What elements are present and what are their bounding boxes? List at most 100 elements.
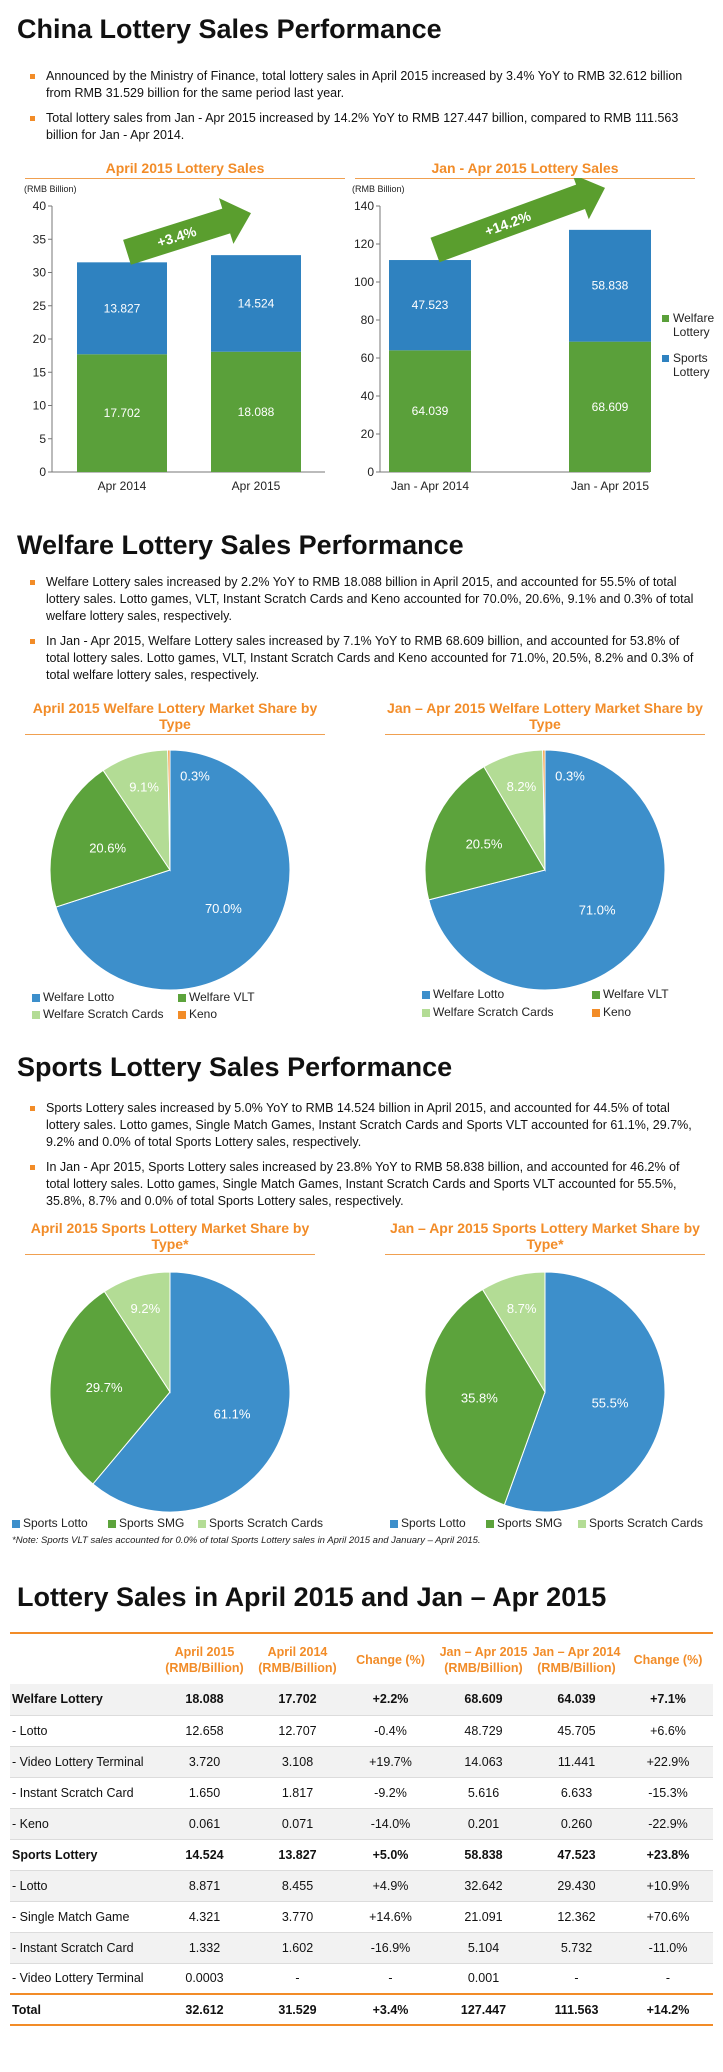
table-cell: -16.9% — [344, 1932, 437, 1964]
pie-data-label: 9.1% — [129, 780, 159, 795]
table-row: - Instant Scratch Card 1.332 1.602 -16.9% 5.… — [10, 1932, 713, 1964]
table-cell: - — [530, 1963, 623, 1995]
table-row: - Single Match Game 4.321 3.770 +14.6% 21.09… — [10, 1901, 713, 1933]
table-section-title: Lottery Sales in April 2015 and Jan – Ap… — [17, 1582, 607, 1612]
y-tick-label: 20 — [33, 332, 47, 346]
table-row: - Lotto 12.658 12.707 -0.4% 48.729 45.705 +6.6… — [10, 1715, 713, 1747]
pie-data-label: 0.3% — [180, 768, 210, 783]
pie-welfare-april: 70.0% 20.6% 9.1% 0.3% — [49, 749, 291, 991]
pie-data-label: 70.0% — [205, 901, 242, 916]
bullet-item: Announced by the Ministry of Finance, to… — [30, 68, 700, 102]
table-cell: 5.104 — [437, 1932, 530, 1964]
pie-title-sports-janapr: Jan – Apr 2015 Sports Lottery Market Sha… — [385, 1220, 705, 1255]
table-cell: 64.039 — [530, 1684, 623, 1716]
table-cell: 0.0003 — [158, 1963, 251, 1995]
x-tick-label: Apr 2014 — [98, 479, 147, 493]
table-cell: 12.658 — [158, 1715, 251, 1747]
table-row: - Lotto 8.871 8.455 +4.9% 32.642 29.430 +10.9% — [10, 1870, 713, 1902]
table-cell: 0.260 — [530, 1808, 623, 1840]
legend-item: Sports Scratch Cards — [578, 1516, 703, 1530]
table-cell: 3.108 — [251, 1746, 344, 1778]
table-row: - Video Lottery Terminal 0.0003- -0.001- - — [10, 1963, 713, 1995]
table-cell: +22.9% — [623, 1746, 713, 1778]
table-row: Total 32.612 31.529 +3.4% 127.447 111.563 +14.… — [10, 1993, 713, 2026]
pie-title-sports-april: April 2015 Sports Lottery Market Share b… — [25, 1220, 315, 1255]
pie-sports-april: 61.1% 29.7% 9.2% — [49, 1271, 291, 1513]
table-header-cell: April 2014 (RMB/Billion) — [251, 1632, 344, 1684]
table-cell: 4.321 — [158, 1901, 251, 1933]
y-tick-label: 25 — [33, 299, 47, 313]
table-row-label: - Instant Scratch Card — [10, 1932, 158, 1964]
pie-title-welfare-janapr: Jan – Apr 2015 Welfare Lottery Market Sh… — [385, 700, 705, 735]
table-cell: 1.817 — [251, 1777, 344, 1809]
legend-item: Welfare Lotto — [422, 987, 504, 1001]
table-cell: +7.1% — [623, 1684, 713, 1716]
table-header-cell: Change (%) — [623, 1632, 713, 1684]
bar-segment — [569, 341, 651, 472]
table-row-label: - Video Lottery Terminal — [10, 1746, 158, 1778]
table-cell: 17.702 — [251, 1684, 344, 1716]
legend-item: Sports Lotto — [12, 1516, 88, 1530]
table-row-label: Total — [10, 1993, 158, 2026]
bar-data-label: 14.524 — [238, 296, 275, 310]
table-cell: 111.563 — [530, 1993, 623, 2026]
legend-label: Welfare Lotto — [433, 987, 505, 1001]
table-cell: 0.061 — [158, 1808, 251, 1840]
legend-label: Welfare VLT — [189, 990, 255, 1004]
legend-item: Keno — [178, 1007, 217, 1021]
table-cell: 0.001 — [437, 1963, 530, 1995]
table-cell: +10.9% — [623, 1870, 713, 1902]
pie-welfare-janapr: 71.0% 20.5% 8.2% 0.3% — [424, 749, 666, 991]
table-row-label: - Keno — [10, 1808, 158, 1840]
table-cell: - — [344, 1963, 437, 1995]
table-cell: 12.362 — [530, 1901, 623, 1933]
legend-label: Welfare Scratch Cards — [43, 1007, 164, 1021]
table-cell: 0.201 — [437, 1808, 530, 1840]
table-cell: -9.2% — [344, 1777, 437, 1809]
legend-item: Welfare VLT — [178, 990, 255, 1004]
x-tick-label: Apr 2015 — [232, 479, 281, 493]
x-tick-label: Jan - Apr 2015 — [571, 479, 649, 493]
pie-data-label: 0.3% — [555, 768, 585, 783]
bar-segment — [211, 351, 301, 472]
table-cell: 31.529 — [251, 1993, 344, 2026]
table-header-cell: Jan – Apr 2015 (RMB/Billion) — [437, 1632, 530, 1684]
bar-segment — [389, 350, 471, 472]
legend-item: Welfare VLT — [592, 987, 669, 1001]
table-cell: 1.332 — [158, 1932, 251, 1964]
y-tick-label: 0 — [39, 465, 46, 479]
table-cell: 3.770 — [251, 1901, 344, 1933]
legend-label: Sports SMG — [119, 1516, 185, 1530]
pie-data-label: 71.0% — [579, 902, 616, 917]
pie-slice — [55, 749, 291, 991]
table-cell: +2.2% — [344, 1684, 437, 1716]
legend-label: Sports Lotto — [23, 1516, 88, 1530]
sales-table: April 2015 (RMB/Billion) April 2014 (RMB… — [10, 1632, 713, 2026]
pie-slice — [49, 769, 171, 908]
legend-label: Welfare VLT — [603, 987, 669, 1001]
table-cell: +6.6% — [623, 1715, 713, 1747]
bullet-item: Total lottery sales from Jan - Apr 2015 … — [30, 110, 700, 144]
table-cell: 21.091 — [437, 1901, 530, 1933]
bar-chart-janapr: (RMB Billion) 0 20 40 60 80 100 120 140 64.039 47.… — [352, 178, 714, 493]
y-tick-label: 40 — [33, 199, 47, 213]
bar-segment — [569, 229, 651, 342]
table-header-row: April 2015 (RMB/Billion) April 2014 (RMB… — [10, 1632, 713, 1684]
bullet-item: In Jan - Apr 2015, Welfare Lottery sales… — [30, 633, 700, 684]
pie-data-label: 61.1% — [214, 1407, 251, 1422]
table-cell: 11.441 — [530, 1746, 623, 1778]
y-tick-label: 10 — [33, 399, 47, 413]
legend-label: Lottery — [673, 325, 710, 339]
table-cell: 14.063 — [437, 1746, 530, 1778]
bar-chart-april: (RMB Billion) 0 5 10 15 20 25 30 35 40 17.702 13.82… — [24, 184, 325, 493]
legend-label: Lottery — [673, 365, 710, 379]
legend-label: Sports — [673, 351, 708, 365]
table-cell: +4.9% — [344, 1870, 437, 1902]
y-tick-label: 20 — [361, 427, 375, 441]
y-tick-label: 60 — [361, 351, 375, 365]
table-header-cell — [10, 1632, 158, 1684]
table-cell: 68.609 — [437, 1684, 530, 1716]
table-cell: 3.720 — [158, 1746, 251, 1778]
bar-data-label: 13.827 — [104, 301, 141, 315]
bar-chart-title-janapr: Jan - Apr 2015 Lottery Sales — [355, 160, 695, 179]
